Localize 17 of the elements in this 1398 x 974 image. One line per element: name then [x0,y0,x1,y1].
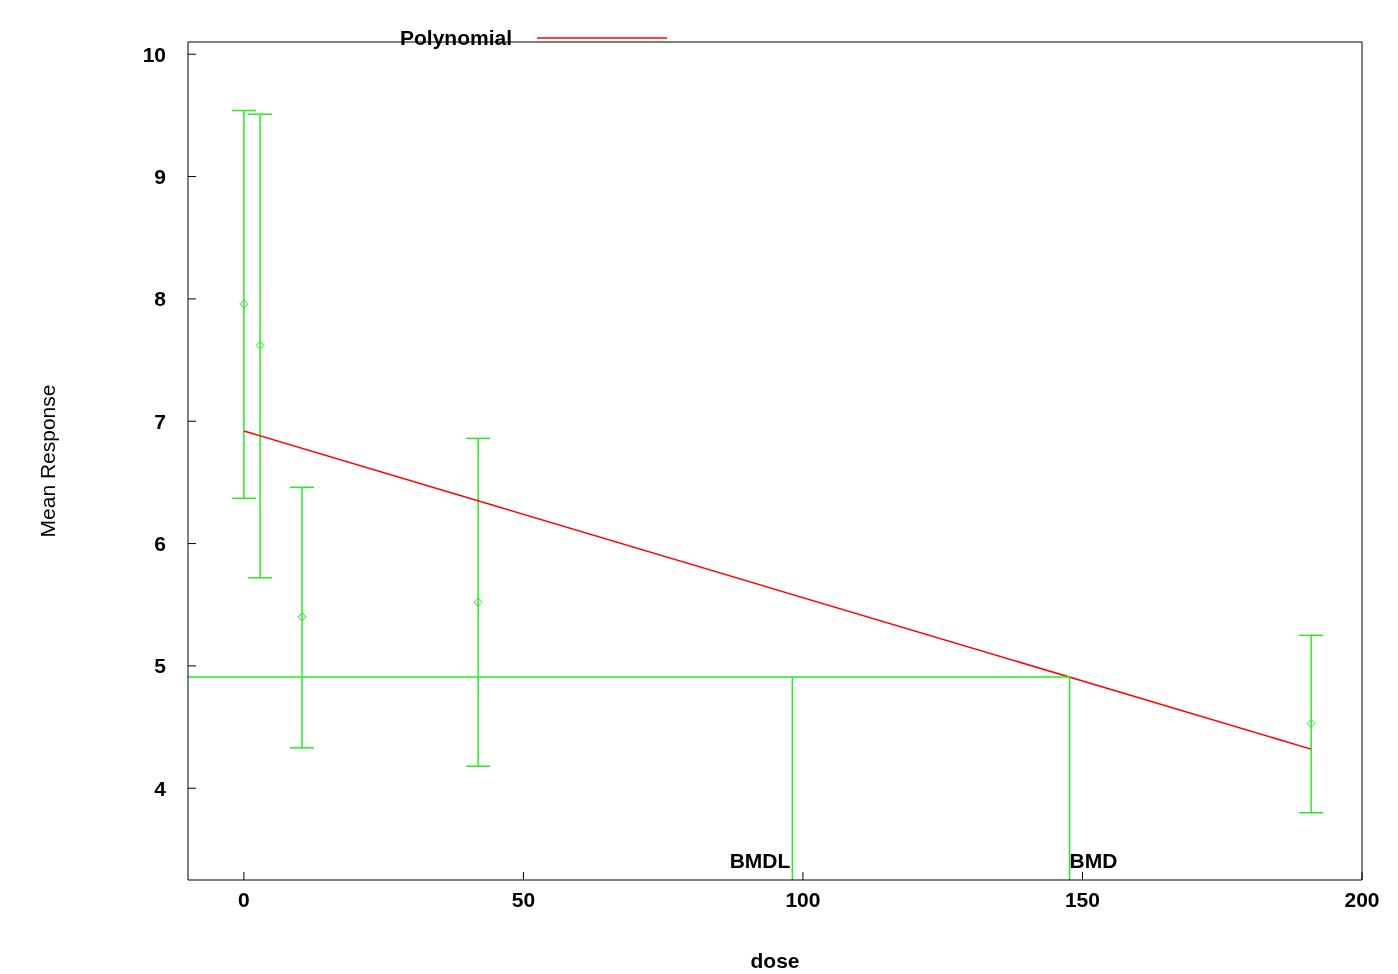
y-tick-label: 8 [154,287,167,311]
y-axis-title: Mean Response [36,384,60,538]
x-tick-label: 50 [511,887,536,911]
text: Polynomial [400,26,513,50]
y-tick-label: 5 [154,654,167,678]
x-axis-title: dose [750,949,800,972]
x-tick-label: 100 [785,887,821,911]
y-tick-label: 7 [154,409,166,433]
x-tick-label: 200 [1344,887,1380,911]
annotation: BMDL [729,849,791,872]
x-tick-label: 0 [238,887,250,911]
y-tick-label: 6 [154,532,166,556]
annotation: BMD [1069,849,1118,872]
y-tick-label: 9 [154,165,166,189]
x-tick-label: 150 [1064,887,1100,911]
y-tick-label: 10 [142,42,166,66]
y-tick-label: 4 [154,776,167,800]
